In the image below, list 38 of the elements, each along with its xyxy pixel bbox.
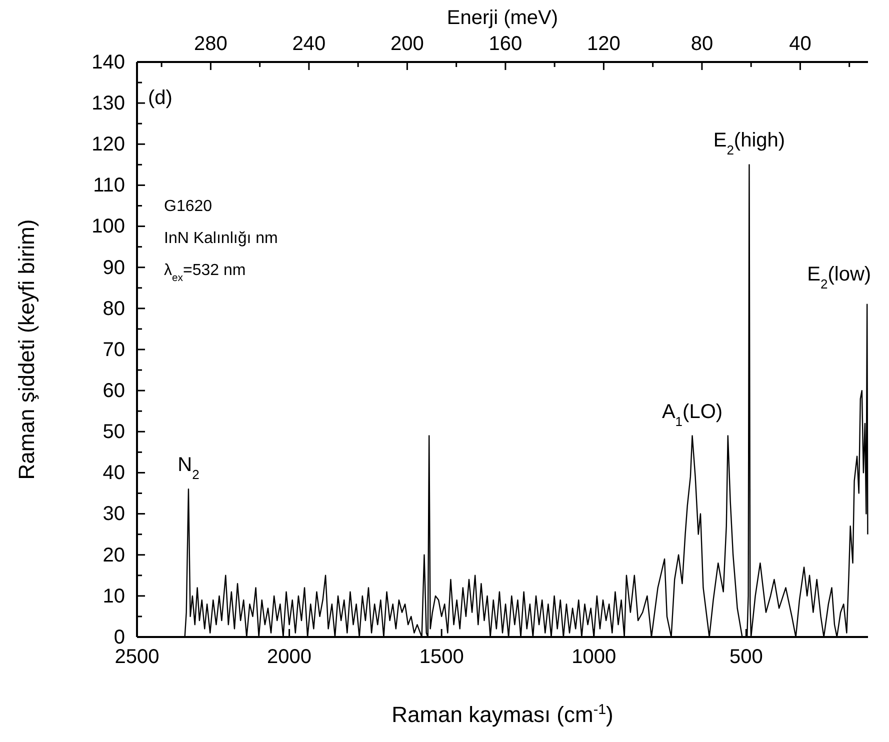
y-tick-label: 70 <box>102 338 125 361</box>
x2-axis-title: Enerji (meV) <box>446 7 558 29</box>
y-tick-label: 110 <box>93 174 125 197</box>
y-tick-label: 80 <box>102 298 125 320</box>
x2-tick-label: 240 <box>292 33 326 55</box>
y-tick-label: 40 <box>102 462 125 484</box>
y-tick-label: 60 <box>102 380 125 402</box>
y-tick-label: 30 <box>102 503 125 526</box>
annotation: (d) <box>148 87 172 109</box>
annotation: A$_{1}$(LO) <box>662 400 723 428</box>
y-tick-label: 0 <box>114 626 125 648</box>
x-tick-label: 500 <box>729 646 763 668</box>
x-tick-label: 1500 <box>419 646 464 668</box>
x-tick-label: 1000 <box>572 646 616 668</box>
annotation: G1620 <box>164 198 212 215</box>
y-tick-label: 130 <box>92 92 125 114</box>
annotation: E$_{2}$(low) <box>807 263 872 291</box>
annotation: E$_{2}$(high) <box>713 130 786 158</box>
annotation: InN Kalınlığı nm <box>164 230 278 247</box>
y-axis-title: Raman şiddeti (keyfi birim) <box>14 219 39 480</box>
x2-tick-label: 160 <box>488 33 522 55</box>
x2-tick-label: 200 <box>390 33 424 55</box>
x2-tick-label: 80 <box>690 33 714 55</box>
y-tick-label: 50 <box>102 421 125 444</box>
annotation: λ$_{ex}$=532 nm <box>164 262 246 284</box>
y-tick-label: 10 <box>102 585 125 608</box>
y-tick-label: 90 <box>102 256 125 279</box>
y-tick-label: 100 <box>92 216 125 238</box>
x2-tick-label: 40 <box>789 33 812 55</box>
y-tick-label: 140 <box>92 51 125 74</box>
y-tick-label: 120 <box>92 134 125 156</box>
x2-tick-label: 280 <box>194 33 228 55</box>
x2-tick-label: 120 <box>587 33 620 55</box>
y-tick-label: 20 <box>102 544 125 566</box>
x-axis-title: Raman kayması (cm$^{-1}$) <box>392 702 614 727</box>
x-tick-label: 2500 <box>114 646 160 668</box>
x-tick-label: 2000 <box>267 646 312 668</box>
annotation: N$_{2}$ <box>178 454 200 482</box>
